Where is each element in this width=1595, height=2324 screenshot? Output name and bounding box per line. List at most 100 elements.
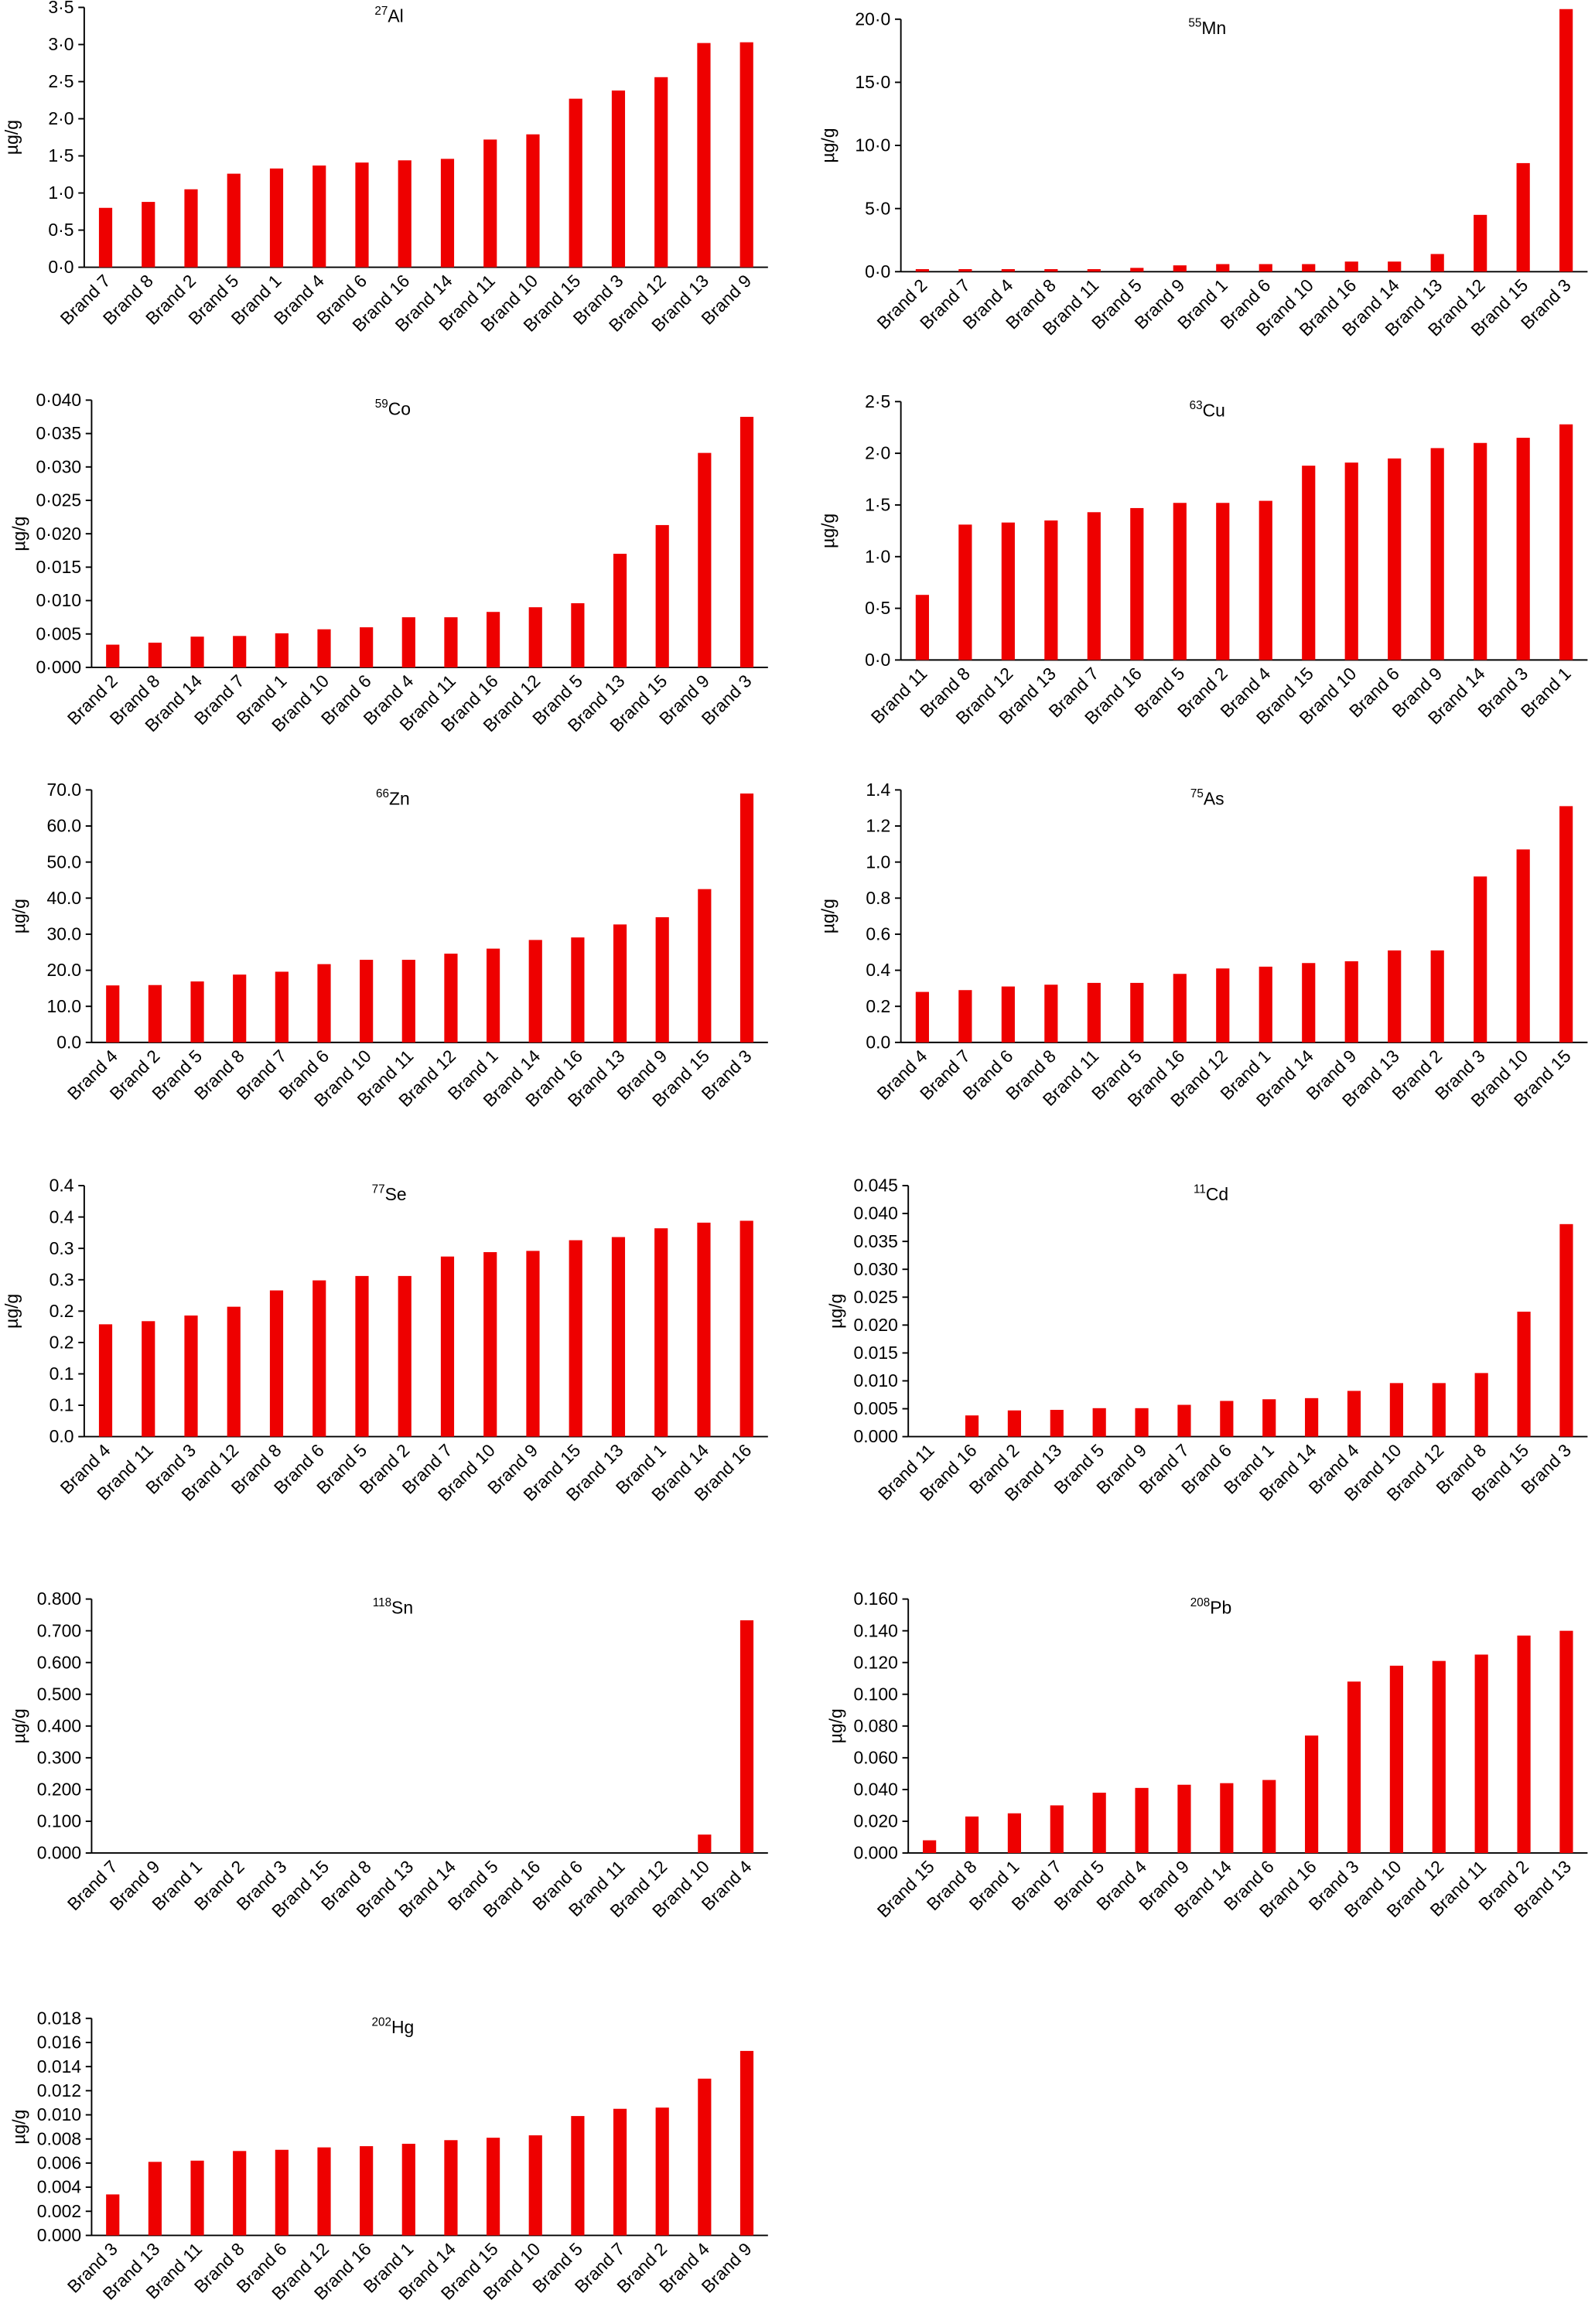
y-tick-label: 0·0 [865,650,890,670]
y-tick-label: 0.060 [854,1747,898,1767]
bar [739,416,754,667]
y-tick-label: 0.002 [37,2201,81,2221]
y-tick-label: 3·5 [48,0,73,17]
y-axis-label: µg/g [825,1294,845,1329]
bar [275,971,289,1043]
y-tick-label: 0.015 [854,1343,898,1363]
bar [923,1840,937,1853]
bar [958,269,972,272]
y-tick-label: 30.0 [47,924,82,944]
bar [1130,268,1144,272]
y-tick-label: 1·5 [865,495,890,515]
y-tick-label: 0.8 [866,888,890,908]
bar [1559,424,1573,660]
bar [958,990,972,1043]
bar [398,160,412,268]
y-tick-label: 0·040 [36,390,82,410]
bar [487,948,500,1043]
bar [360,2146,374,2236]
bar [571,603,585,667]
bar [1135,1408,1149,1437]
bar [1087,982,1101,1043]
y-tick-label: 2·5 [865,391,890,411]
bar [655,524,669,667]
bar [739,793,754,1043]
y-axis-label: µg/g [9,517,29,551]
bar [1087,512,1101,660]
bar [569,1240,582,1437]
title-mass: 66 [376,787,389,800]
y-tick-label: 0.0 [50,1426,74,1446]
bar [275,633,289,667]
bar [269,168,284,268]
bar [1216,264,1230,272]
bar [965,1415,979,1437]
bar [739,2050,754,2236]
bar [184,189,198,268]
bar [1347,1391,1361,1437]
y-tick-label: 20·0 [855,9,890,29]
y-tick-label: 0.100 [37,1811,81,1831]
bar [1305,1397,1319,1437]
y-tick-label: 0·030 [36,456,82,476]
bar [1001,269,1015,272]
bar [698,1834,712,1853]
x-tick-label: Brand 11 [867,664,931,728]
title-mass: 208 [1190,1596,1210,1609]
y-tick-label: 0.2 [50,1301,74,1321]
y-tick-label: 5·0 [865,198,890,218]
bar [1344,961,1358,1043]
title-mass: 202 [372,2015,391,2029]
bar [528,607,542,667]
title-mass: 63 [1190,399,1203,412]
bar [1474,442,1487,660]
y-tick-label: 2·5 [48,71,73,91]
chart: 0.010.020.030.040.050.060.070.0 66Znµg/gB… [9,780,768,1111]
title-element: As [1204,788,1224,808]
bar [571,2116,585,2236]
y-tick-label: 15·0 [855,72,890,92]
bar [1177,1404,1191,1437]
bar [1001,522,1015,660]
y-tick-label: 70.0 [47,780,82,800]
bar [1432,1660,1446,1853]
bar [526,1251,540,1437]
title-element: Hg [391,2017,414,2037]
y-tick-label: 0.2 [50,1333,74,1353]
bar [739,42,753,268]
bar [227,173,241,268]
bar [190,981,204,1043]
y-tick-label: 0.005 [854,1398,898,1418]
bar [106,2194,120,2236]
y-tick-label: 0.4 [50,1206,74,1227]
bar [1302,466,1316,660]
chart: 0.000 0.100 0.200 0.300 0.400 0.500 0.600 0.700… [9,1589,768,1921]
bar [1087,269,1101,272]
bar [1177,1784,1191,1853]
bar [958,524,972,660]
bar [317,629,331,667]
bar [654,77,668,268]
y-tick-label: 0.2 [866,996,890,1016]
y-tick-label: 0.000 [854,1426,898,1446]
bar [1220,1401,1234,1437]
y-tick-label: 0.4 [866,960,890,980]
bar [142,202,155,268]
y-tick-label: 0.040 [854,1203,898,1223]
y-tick-label: 40.0 [47,888,82,908]
y-tick-label: 0.012 [37,2080,81,2100]
bar [1092,1792,1106,1853]
bar [613,2108,627,2236]
chart: 0.000 0.002 0.004 0.006 0.008 0.010 0.012 0.014… [9,2008,768,2304]
bar [184,1316,198,1437]
bar [440,159,455,268]
y-axis-label: µg/g [2,120,22,155]
bar [227,1306,241,1437]
y-tick-label: 0.3 [50,1238,74,1258]
bar [965,1816,979,1853]
y-tick-label: 0.800 [37,1589,81,1609]
y-axis-label: µg/g [818,899,838,933]
